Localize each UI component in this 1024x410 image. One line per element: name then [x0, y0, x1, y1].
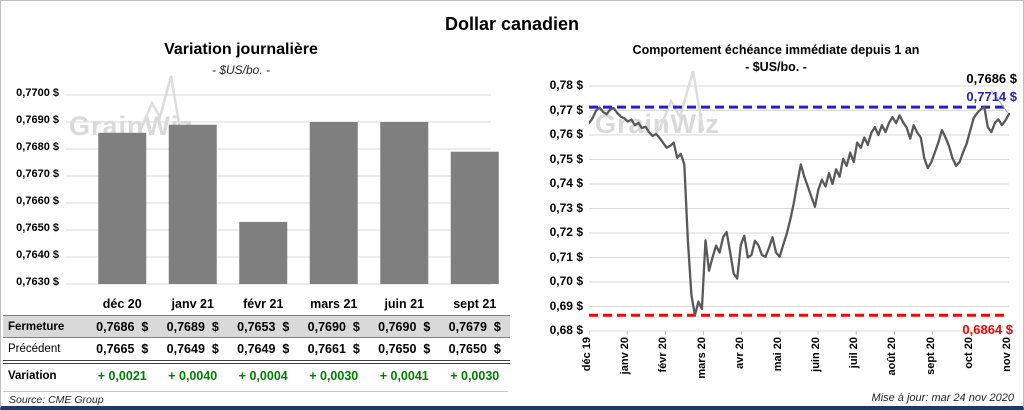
month-header-cell: sept 21	[453, 297, 497, 311]
y-tick-label: 0,70 $	[549, 274, 583, 288]
table-cell: 0,7690 $	[307, 319, 360, 334]
table-cell: 0,7679 $	[448, 319, 501, 334]
table-cell: 0,7661 $	[307, 342, 360, 356]
table-row: Précédent 0,7665 $ 0,7649 $ 0,7649 $ 0,7661 …	[3, 338, 510, 364]
x-tick-label: avr 20	[733, 337, 746, 369]
bar	[450, 151, 499, 284]
bar	[168, 124, 217, 284]
page-title: Dollar canadien	[444, 14, 580, 34]
y-tick-label: 0,78 $	[549, 78, 583, 92]
y-tick-label: 0,7630 $	[16, 276, 59, 288]
x-tick-label: juin 20	[810, 337, 823, 372]
row-label-cell: Précédent	[8, 343, 61, 355]
table-cell: 0,7653 $	[237, 319, 290, 334]
table-cell: 0,7665 $	[96, 342, 149, 356]
y-tick-label: 0,75 $	[549, 151, 583, 166]
x-tick-label: nov 20	[1001, 337, 1013, 372]
watermark-zigzag-icon	[139, 75, 182, 130]
y-tick-label: 0,7690 $	[16, 114, 59, 126]
line-chart-subtitle: - $US/bo. -	[745, 60, 807, 74]
y-tick-label: 0,7650 $	[16, 222, 59, 234]
y-tick-label: 0,7700 $	[16, 87, 59, 99]
table-cell: 0,7690 $	[378, 319, 431, 334]
bar-chart-title: Variation journalière	[164, 41, 318, 58]
y-tick-label: 0,74 $	[549, 176, 583, 190]
x-tick-label: août 20	[886, 337, 899, 376]
month-header-cell: févr 21	[243, 297, 284, 311]
y-tick-label: 0,7660 $	[16, 195, 59, 207]
source-note: Source: CME Group	[9, 394, 104, 406]
table-cell: + 0,0030	[309, 369, 359, 383]
table-row: Fermeture 0,7686 $ 0,7689 $ 0,7653 $ 0,7690 …	[3, 315, 510, 338]
daily-variation-bar-chart	[66, 94, 499, 285]
month-header-cell: janv 21	[171, 297, 214, 311]
bar	[380, 122, 429, 284]
bar	[98, 132, 147, 284]
y-tick-label: 0,71 $	[549, 249, 583, 264]
annotation-leader-line	[990, 89, 1009, 114]
bar-chart-subtitle: - $US/bo. -	[211, 63, 271, 77]
price-table: déc 20 janv 21 févr 21 mars 21 juin 21 sept 2…	[3, 293, 510, 388]
y-tick-label: 0,7670 $	[16, 168, 59, 180]
y-tick-label: 0,73 $	[549, 200, 583, 215]
bar	[239, 221, 288, 284]
x-tick-label: janv 20	[619, 337, 632, 375]
table-cell: + 0,0041	[379, 369, 429, 383]
table-row: Variation + 0,0021 + 0,0040 + 0,0004 + 0,003…	[3, 364, 510, 388]
y-tick-label: 0,7680 $	[16, 141, 59, 153]
table-cell: + 0,0021	[97, 369, 147, 383]
table-cell: 0,7650 $	[448, 342, 501, 356]
line-chart-title: Comportement échéance immédiate depuis 1…	[632, 43, 920, 57]
month-header-cell: juin 21	[384, 297, 425, 311]
x-tick-label: sept 20	[924, 337, 937, 375]
year-high-annotation: 0,7714 $	[966, 89, 1017, 104]
table-cell: + 0,0030	[450, 369, 500, 383]
y-tick-label: 0,77 $	[549, 102, 583, 117]
x-tick-label: mars 20	[695, 337, 708, 379]
table-cell: 0,7650 $	[378, 342, 431, 356]
row-label-cell: Fermeture	[8, 320, 65, 333]
table-corner-cell	[3, 293, 87, 315]
table-header-row: déc 20 janv 21 févr 21 mars 21 juin 21 sept 2…	[3, 293, 510, 315]
table-cell: 0,7689 $	[166, 319, 219, 334]
y-tick-label: 0,68 $	[549, 323, 583, 337]
last-price-annotation: 0,7686 $	[966, 71, 1017, 86]
month-header-cell: mars 21	[310, 297, 358, 311]
y-tick-label: 0,76 $	[549, 127, 583, 141]
y-tick-label: 0,72 $	[549, 225, 583, 239]
bar	[309, 122, 358, 284]
y-tick-label: 0,7640 $	[16, 249, 59, 261]
year-low-annotation: 0,6864 $	[962, 322, 1013, 337]
source-divider	[3, 391, 508, 392]
x-tick-label: déc 19	[581, 337, 593, 372]
price-line	[589, 105, 1011, 317]
year-behaviour-line-chart	[589, 85, 1011, 335]
table-cell: + 0,0040	[168, 369, 218, 383]
x-tick-label: oct 20	[962, 337, 975, 369]
row-label-cell: Variation	[8, 370, 57, 382]
table-cell: 0,7686 $	[96, 319, 149, 334]
month-header-cell: déc 20	[102, 297, 142, 311]
x-tick-label: juil 20	[848, 337, 861, 369]
table-cell: + 0,0004	[238, 369, 288, 383]
update-note: Mise à jour: mar 24 nov 2020	[871, 392, 1014, 404]
y-tick-label: 0,69 $	[549, 298, 583, 313]
table-cell: 0,7649 $	[166, 342, 219, 356]
x-tick-label: févr 20	[657, 337, 670, 373]
table-cell: 0,7649 $	[237, 342, 290, 356]
x-tick-label: mai 20	[771, 337, 784, 372]
